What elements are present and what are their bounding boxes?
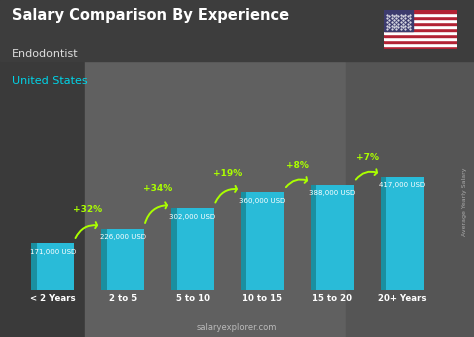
Text: 417,000 USD: 417,000 USD	[379, 182, 426, 188]
Bar	[241, 192, 246, 290]
Bar	[384, 43, 457, 46]
Bar	[311, 185, 316, 290]
Text: Endodontist: Endodontist	[12, 49, 79, 59]
Text: United States: United States	[12, 76, 88, 86]
Bar	[384, 37, 457, 40]
Text: +19%: +19%	[213, 168, 242, 178]
Bar	[384, 10, 413, 31]
Text: salaryexplorer.com: salaryexplorer.com	[197, 323, 277, 332]
Bar	[31, 243, 74, 290]
Text: Average Yearly Salary: Average Yearly Salary	[462, 168, 467, 237]
Bar	[0, 0, 474, 61]
Bar	[171, 208, 176, 290]
Bar	[384, 16, 457, 19]
Text: 302,000 USD: 302,000 USD	[170, 214, 216, 220]
Bar	[384, 34, 457, 37]
Text: Salary Comparison By Experience: Salary Comparison By Experience	[12, 8, 289, 24]
Bar	[381, 177, 386, 290]
Bar	[384, 28, 457, 31]
Bar	[171, 208, 214, 290]
Text: 226,000 USD: 226,000 USD	[100, 234, 146, 240]
Text: +34%: +34%	[143, 184, 172, 193]
Bar	[384, 40, 457, 43]
Bar	[101, 228, 144, 290]
Bar	[384, 19, 457, 22]
Bar	[384, 22, 457, 25]
Bar	[384, 46, 457, 49]
Bar	[85, 0, 346, 337]
Text: 171,000 USD: 171,000 USD	[29, 249, 76, 255]
Bar	[101, 228, 107, 290]
Bar	[241, 192, 284, 290]
Text: +7%: +7%	[356, 153, 379, 162]
Text: 360,000 USD: 360,000 USD	[239, 198, 286, 204]
Bar	[0, 0, 85, 337]
Bar	[384, 10, 457, 13]
Bar	[381, 177, 424, 290]
Bar	[384, 31, 457, 34]
Text: +8%: +8%	[286, 161, 309, 170]
Bar	[384, 25, 457, 28]
Bar	[311, 185, 354, 290]
Text: 388,000 USD: 388,000 USD	[310, 190, 356, 196]
Bar	[346, 0, 474, 337]
Text: +32%: +32%	[73, 205, 102, 214]
Bar	[384, 13, 457, 16]
Bar	[31, 243, 36, 290]
